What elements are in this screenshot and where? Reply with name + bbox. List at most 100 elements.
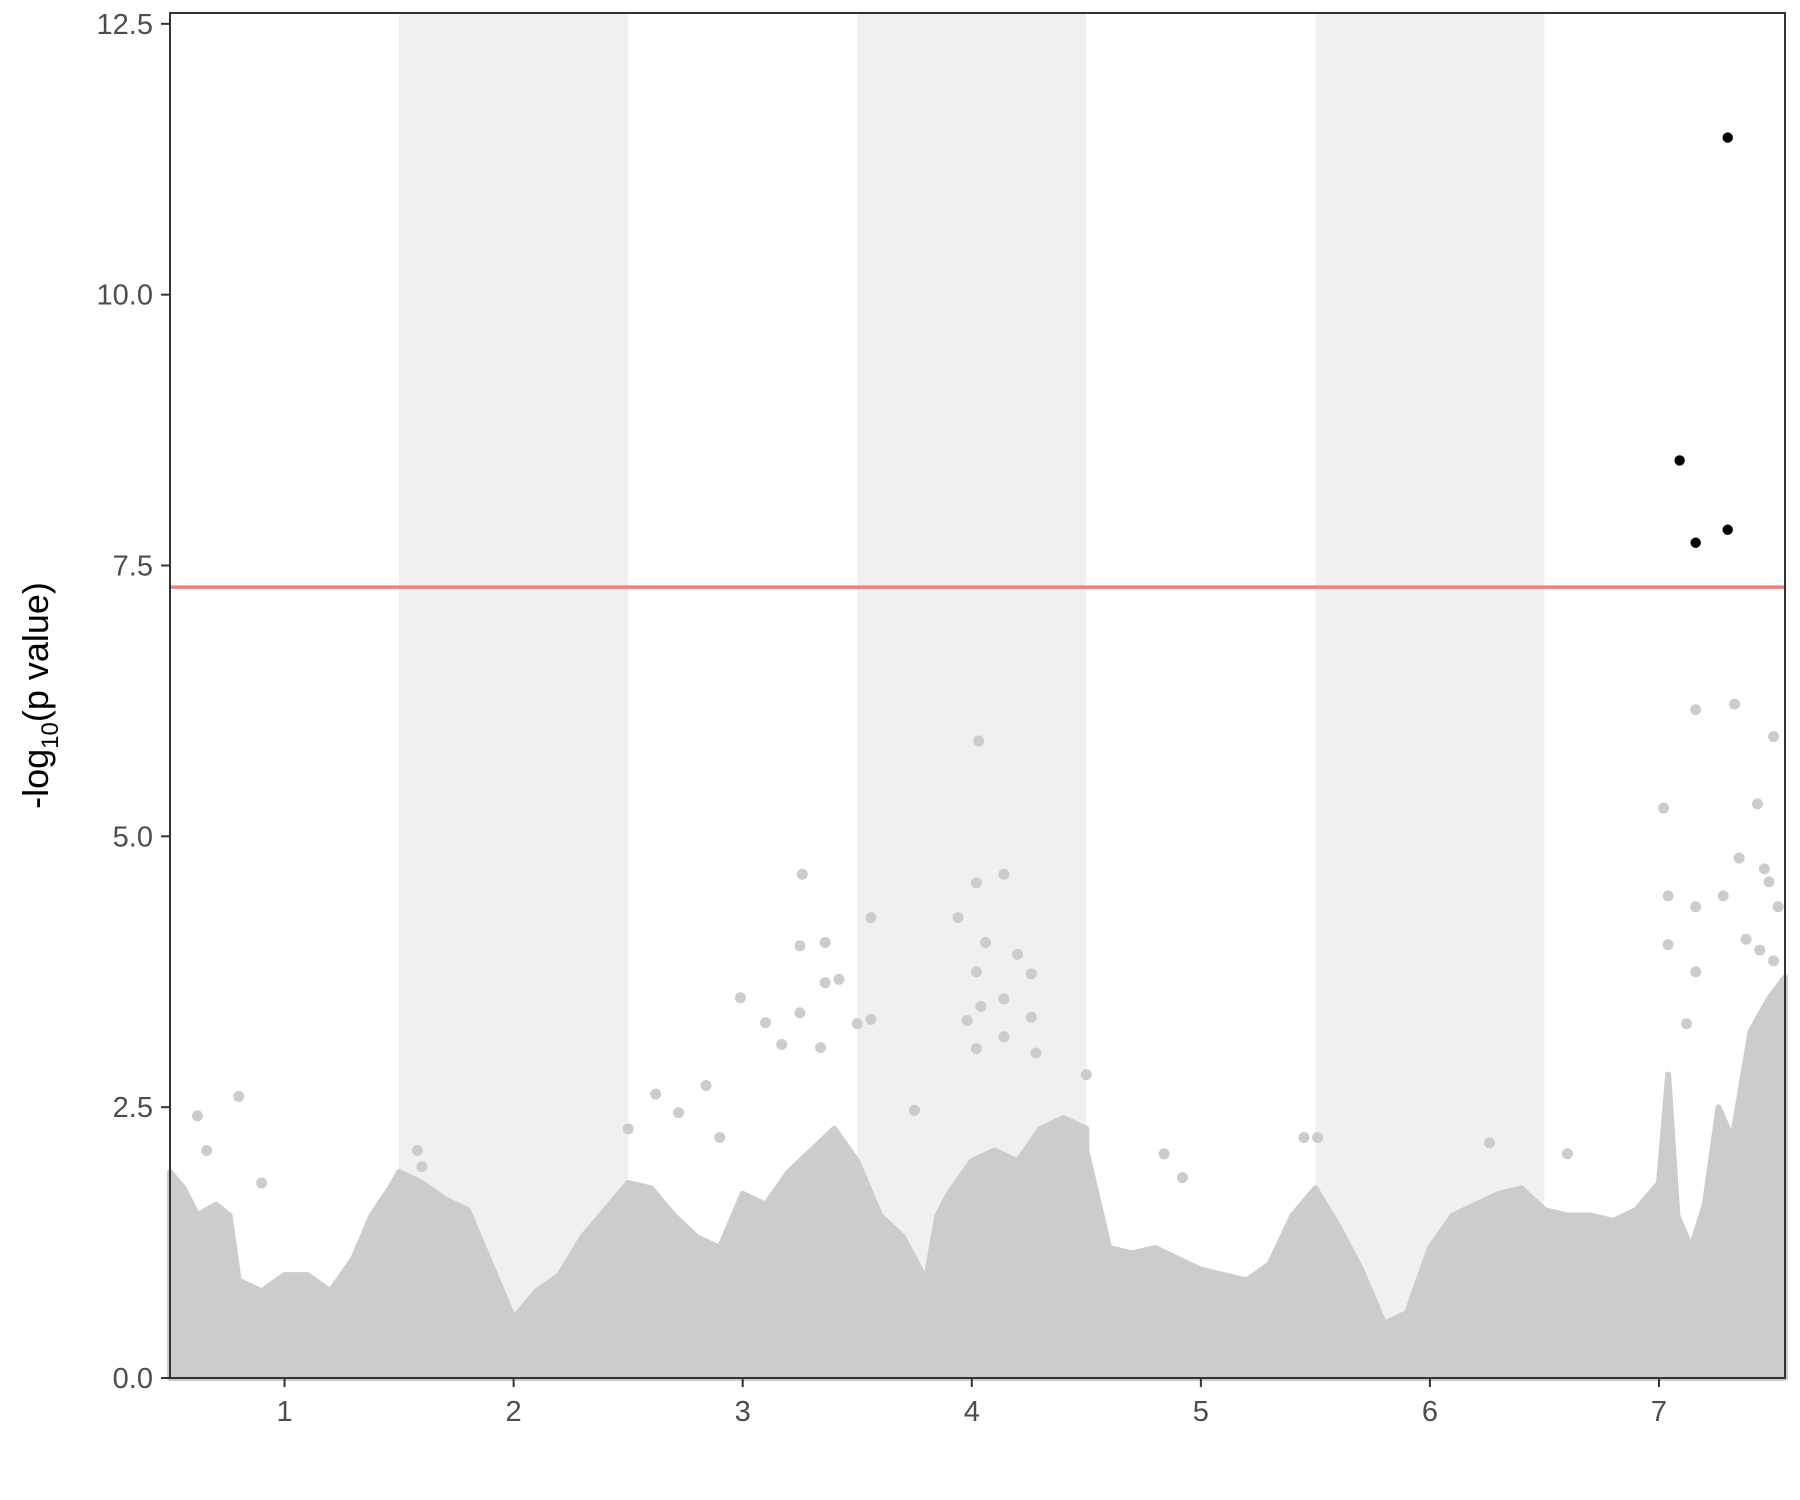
y-tick-label-4: 10.0 bbox=[97, 280, 153, 312]
snp-point-60 bbox=[1763, 876, 1775, 888]
snp-point-24 bbox=[909, 1104, 921, 1116]
snp-point-17 bbox=[819, 977, 831, 989]
y-axis-title-prefix: -log bbox=[15, 749, 56, 809]
snp-point-19 bbox=[851, 1018, 863, 1030]
snp-point-43 bbox=[1298, 1132, 1310, 1143]
snp-point-62 bbox=[1740, 933, 1752, 945]
snp-density-chr-3 bbox=[625, 1125, 861, 1381]
snp-point-30 bbox=[998, 868, 1010, 880]
snp-point-2 bbox=[201, 1145, 213, 1156]
scatter-points bbox=[191, 132, 1784, 1189]
x-tick-label-4: 5 bbox=[1193, 1396, 1209, 1428]
snp-point-22 bbox=[815, 1042, 827, 1054]
snp-density-chr-4 bbox=[854, 1115, 1090, 1381]
snp-point-18 bbox=[833, 973, 845, 985]
chromosome-band-2 bbox=[399, 13, 629, 1378]
panel-border bbox=[169, 12, 1786, 1379]
snp-point-29 bbox=[980, 937, 992, 948]
snp-point-4 bbox=[416, 1161, 428, 1173]
y-axis-title-subscript: 10 bbox=[37, 722, 64, 749]
y-axis-title-suffix: (p value) bbox=[15, 582, 56, 722]
snp-point-53 bbox=[1680, 1018, 1692, 1030]
snp-point-7 bbox=[650, 1088, 662, 1100]
snp-point-8 bbox=[673, 1107, 685, 1119]
snp-point-55 bbox=[1729, 698, 1741, 710]
snp-point-9 bbox=[700, 1080, 712, 1091]
x-tick-label-1: 2 bbox=[506, 1396, 522, 1428]
snp-point-47 bbox=[1658, 802, 1670, 814]
snp-point-39 bbox=[970, 1043, 982, 1055]
snp-point-45 bbox=[1483, 1137, 1495, 1149]
snp-density-chr-5 bbox=[1083, 1147, 1319, 1381]
snp-point-51 bbox=[1690, 901, 1702, 913]
snp-point-35 bbox=[1030, 1047, 1042, 1059]
chromosome-band-6 bbox=[1315, 13, 1545, 1378]
x-tick-label-2: 3 bbox=[735, 1396, 751, 1428]
snp-point-26 bbox=[970, 877, 982, 889]
x-tick-label-6: 7 bbox=[1651, 1396, 1667, 1428]
snp-point-31 bbox=[998, 993, 1010, 1005]
snp-point-28 bbox=[970, 966, 982, 978]
snp-point-49 bbox=[1662, 939, 1674, 951]
x-tick-label-3: 4 bbox=[964, 1396, 980, 1428]
snp-point-21 bbox=[865, 1013, 877, 1025]
snp-point-33 bbox=[1025, 968, 1037, 980]
snp-point-64 bbox=[1768, 955, 1780, 967]
snp-density-chr-2 bbox=[396, 1169, 632, 1381]
snp-point-52 bbox=[1690, 966, 1702, 978]
snp-point-54 bbox=[1717, 890, 1729, 902]
snp-density-chr-1 bbox=[167, 1169, 403, 1381]
y-tick-label-2: 5.0 bbox=[113, 821, 153, 853]
significant-point-3 bbox=[1690, 537, 1701, 548]
snp-point-48 bbox=[1662, 890, 1674, 902]
significant-point-1 bbox=[1674, 455, 1685, 466]
snp-point-3 bbox=[256, 1177, 268, 1189]
chromosome-band-5 bbox=[1086, 13, 1316, 1378]
y-tick-label-1: 2.5 bbox=[113, 1092, 153, 1124]
snp-point-63 bbox=[1754, 944, 1766, 956]
background-density bbox=[167, 974, 1788, 1381]
snp-point-41 bbox=[1158, 1148, 1170, 1160]
significant-point-0 bbox=[1722, 132, 1733, 143]
snp-point-37 bbox=[961, 1015, 973, 1026]
snp-point-59 bbox=[1758, 863, 1770, 875]
snp-point-46 bbox=[1561, 1148, 1573, 1160]
snp-point-1 bbox=[233, 1090, 245, 1102]
snp-point-12 bbox=[760, 1017, 772, 1029]
significant-point-2 bbox=[1722, 524, 1733, 535]
chromosome-band-1 bbox=[170, 13, 400, 1378]
snp-point-27 bbox=[973, 735, 985, 747]
snp-density-chr-6 bbox=[1312, 1185, 1548, 1381]
snp-point-42 bbox=[1177, 1172, 1189, 1184]
snp-point-13 bbox=[776, 1038, 788, 1050]
y-tick-label-5: 12.5 bbox=[97, 9, 153, 41]
snp-point-15 bbox=[796, 868, 808, 880]
y-axis: 0.0 2.5 5.0 7.5 10.0 12.5 bbox=[97, 9, 170, 1395]
snp-point-23 bbox=[794, 1007, 806, 1019]
snp-point-36 bbox=[975, 1000, 987, 1012]
snp-point-44 bbox=[1312, 1132, 1324, 1143]
snp-point-20 bbox=[865, 912, 877, 924]
snp-point-56 bbox=[1733, 852, 1745, 864]
y-tick-label-0: 0.0 bbox=[113, 1363, 153, 1395]
snp-point-6 bbox=[622, 1123, 634, 1135]
snp-point-50 bbox=[1690, 704, 1702, 716]
x-axis: 1 2 3 4 5 6 7 bbox=[276, 1378, 1667, 1428]
snp-point-32 bbox=[1012, 948, 1024, 960]
y-tick-label-3: 7.5 bbox=[113, 551, 153, 583]
snp-point-10 bbox=[714, 1132, 726, 1143]
y-axis-title: -log10(p value) bbox=[15, 582, 64, 809]
snp-point-14 bbox=[794, 940, 806, 952]
snp-point-40 bbox=[1080, 1069, 1092, 1081]
x-tick-label-0: 1 bbox=[276, 1396, 292, 1428]
snp-point-38 bbox=[998, 1031, 1010, 1043]
x-tick-label-5: 6 bbox=[1422, 1396, 1438, 1428]
snp-point-16 bbox=[819, 937, 831, 948]
snp-point-58 bbox=[1768, 731, 1780, 743]
snp-point-11 bbox=[734, 992, 746, 1004]
snp-point-57 bbox=[1752, 798, 1764, 810]
snp-point-34 bbox=[1025, 1011, 1037, 1023]
snp-point-61 bbox=[1772, 901, 1784, 913]
